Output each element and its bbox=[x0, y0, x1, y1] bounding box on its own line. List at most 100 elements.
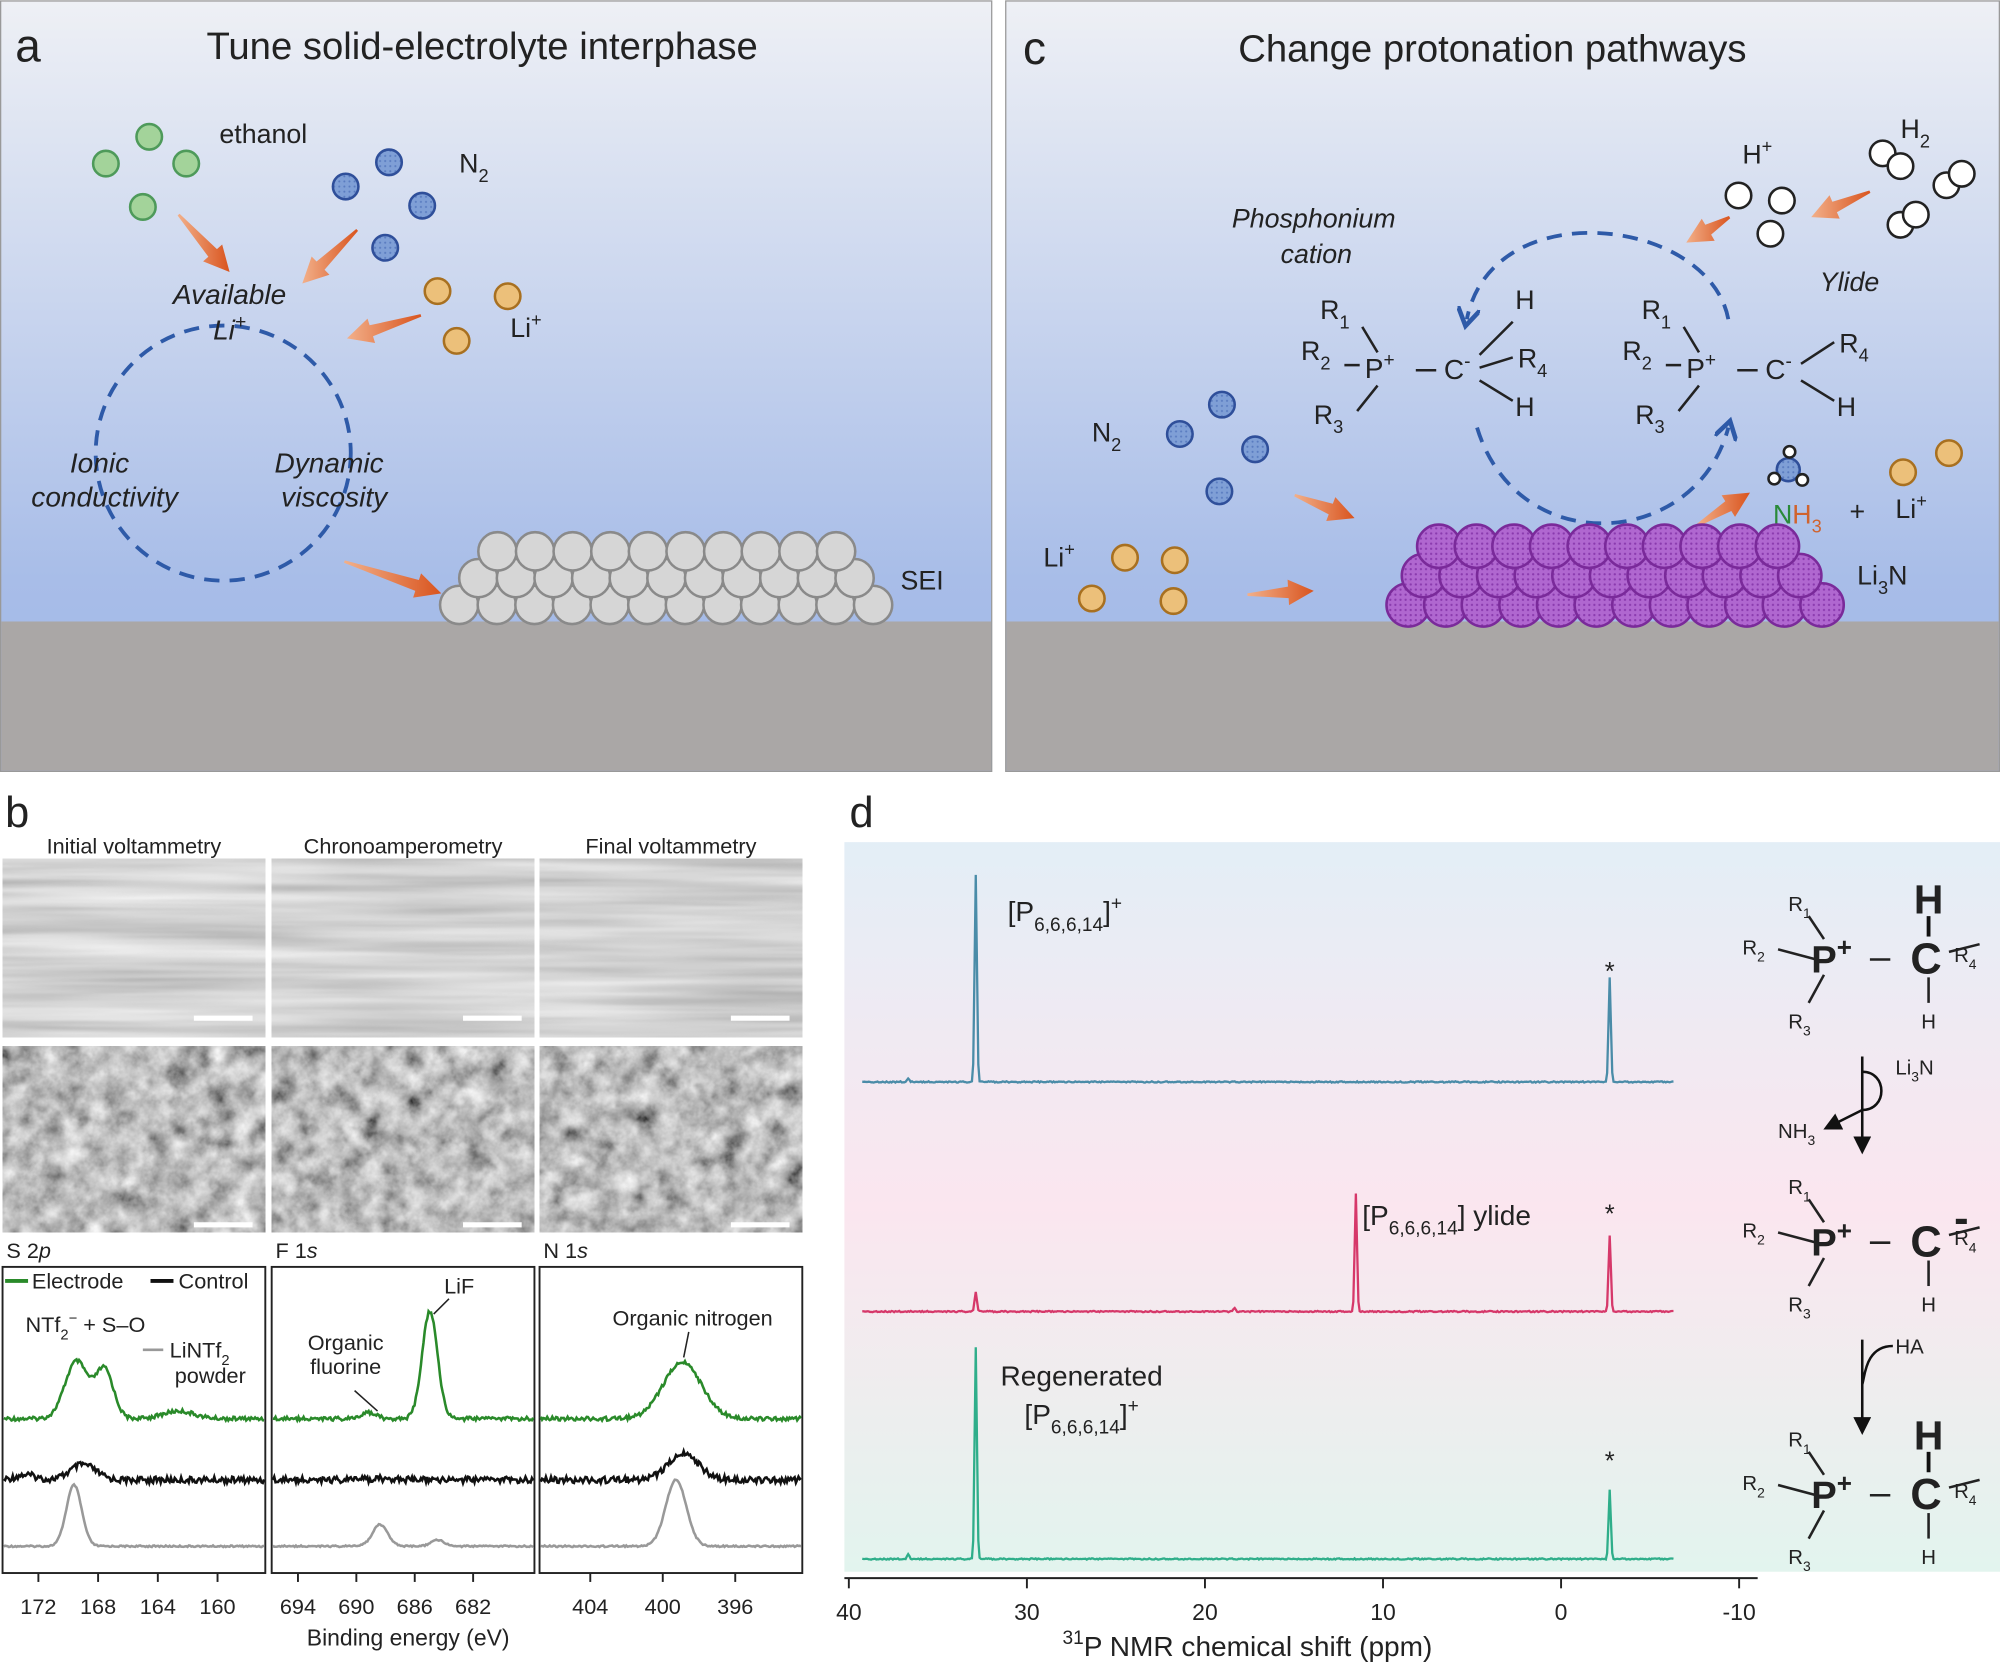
hydrogen: H bbox=[1515, 392, 1534, 422]
x-tick-label: 682 bbox=[455, 1594, 491, 1619]
column-title: Initial voltammetry bbox=[47, 834, 222, 859]
legend-label: Control bbox=[179, 1269, 249, 1294]
text-part: N bbox=[1773, 499, 1792, 529]
ground bbox=[1, 621, 992, 771]
text-part: R bbox=[1788, 1011, 1803, 1033]
byproduct-label: NH3 bbox=[1778, 1121, 1815, 1148]
text-part: R bbox=[1788, 1547, 1803, 1569]
substituent: R4 bbox=[1518, 344, 1547, 381]
sem-image bbox=[271, 858, 535, 1038]
text-part: N bbox=[1888, 560, 1907, 590]
hydrogen: H bbox=[1921, 1011, 1936, 1033]
text-part: + bbox=[1916, 491, 1927, 511]
dynamic-label: viscosity bbox=[281, 482, 389, 513]
bond bbox=[1777, 948, 1817, 961]
n2-molecule bbox=[331, 172, 360, 201]
text-part: 1 bbox=[1803, 1188, 1811, 1204]
bond bbox=[1807, 915, 1826, 940]
ntf-label: NTf2− + S–O bbox=[26, 1311, 146, 1344]
x-axis-label: Binding energy (eV) bbox=[307, 1625, 510, 1651]
text-part: + bbox=[235, 312, 246, 333]
arrow bbox=[1247, 579, 1314, 606]
control-spectrum bbox=[3, 1460, 266, 1488]
text-part: 3 bbox=[1878, 578, 1888, 598]
hydrogen: H bbox=[1837, 392, 1856, 422]
text-part: 1 bbox=[1803, 905, 1811, 921]
cycle bbox=[93, 323, 353, 583]
x-tick-label: 396 bbox=[717, 1594, 753, 1619]
text-part: Li bbox=[213, 315, 236, 346]
li-ion bbox=[1889, 458, 1918, 487]
text-part: P bbox=[1686, 353, 1705, 384]
text-part: NH bbox=[1778, 1121, 1807, 1143]
li3n-label: Li3N bbox=[1857, 560, 1907, 597]
text-part: 6,6,6,14 bbox=[1389, 1219, 1458, 1240]
li-ion bbox=[1160, 546, 1189, 575]
panel-label: c bbox=[1023, 22, 1046, 74]
substituent: R2 bbox=[1301, 336, 1330, 373]
text-part: P bbox=[1365, 353, 1384, 384]
substituent: R4 bbox=[1839, 328, 1868, 365]
text-part: R bbox=[1742, 1473, 1757, 1495]
ammonia-h bbox=[1782, 444, 1797, 459]
hydrogen: H bbox=[1921, 1547, 1936, 1569]
phosphorus: P+ bbox=[1365, 350, 1395, 384]
text-part: Li bbox=[1043, 543, 1064, 573]
sei-particle bbox=[815, 530, 857, 572]
text-part: 3 bbox=[1803, 1558, 1811, 1574]
bond bbox=[1777, 1231, 1817, 1244]
text-part: R bbox=[1788, 1177, 1803, 1199]
x-tick-label: 400 bbox=[645, 1594, 681, 1619]
x-tick-label: 40 bbox=[836, 1599, 862, 1625]
panel-label: b bbox=[5, 789, 29, 837]
text-part: N 1 bbox=[543, 1238, 577, 1263]
bond bbox=[1807, 974, 1826, 1004]
ethanol-molecule bbox=[128, 192, 157, 221]
text-part: NTf bbox=[26, 1312, 62, 1337]
carbon: C- bbox=[1444, 351, 1471, 385]
text-part: Li bbox=[1895, 1057, 1911, 1079]
x-tick-label: 10 bbox=[1370, 1599, 1396, 1625]
x-tick-label: 686 bbox=[397, 1594, 433, 1619]
phosphonium-label: Phosphonium bbox=[1232, 203, 1396, 233]
substituent: R3 bbox=[1788, 1547, 1811, 1574]
bond bbox=[1807, 1198, 1826, 1223]
text-part: P bbox=[1811, 1221, 1837, 1264]
text-part: ] bbox=[1103, 896, 1111, 927]
text-part: - bbox=[1464, 351, 1470, 372]
bond bbox=[1948, 1478, 1980, 1489]
phosphorus: P+ bbox=[1811, 1215, 1852, 1264]
column-title: Final voltammetry bbox=[585, 834, 756, 859]
hydrogen: H bbox=[1515, 285, 1534, 315]
sem-image bbox=[539, 1046, 803, 1233]
n2-label: N2 bbox=[1092, 418, 1121, 455]
text-part: H bbox=[1792, 499, 1811, 529]
li-ion bbox=[423, 277, 452, 306]
bond bbox=[1361, 326, 1379, 354]
ionic-label: Ionic bbox=[70, 447, 129, 478]
bond bbox=[1800, 379, 1835, 402]
carbon: C bbox=[1910, 936, 1941, 984]
text-part: Li bbox=[1857, 560, 1878, 590]
text-part: − bbox=[69, 1311, 78, 1327]
text-part: R bbox=[1839, 328, 1858, 358]
text-part: Phosphonium bbox=[1232, 203, 1396, 233]
carbon: C bbox=[1910, 1471, 1941, 1519]
control-spectrum bbox=[271, 1472, 535, 1488]
substituent: R1 bbox=[1788, 1177, 1811, 1204]
text-part: C bbox=[1444, 354, 1464, 385]
text-part: 3 bbox=[1333, 417, 1343, 437]
impurity-mark: * bbox=[1605, 1200, 1615, 1228]
n2-molecule bbox=[1165, 419, 1194, 449]
ethanol-molecule bbox=[172, 149, 201, 178]
substituent: R1 bbox=[1642, 295, 1671, 332]
arrow bbox=[1686, 216, 1731, 243]
electrode-spectrum bbox=[272, 1308, 535, 1424]
text-part: cation bbox=[1281, 239, 1352, 269]
text-part: + bbox=[1837, 1468, 1852, 1498]
phosphorus: P+ bbox=[1686, 350, 1716, 384]
carbon: C- bbox=[1765, 351, 1792, 385]
text-part: 2 bbox=[221, 1353, 229, 1369]
li-ion bbox=[1110, 543, 1140, 572]
text-part: R bbox=[1788, 1430, 1803, 1452]
